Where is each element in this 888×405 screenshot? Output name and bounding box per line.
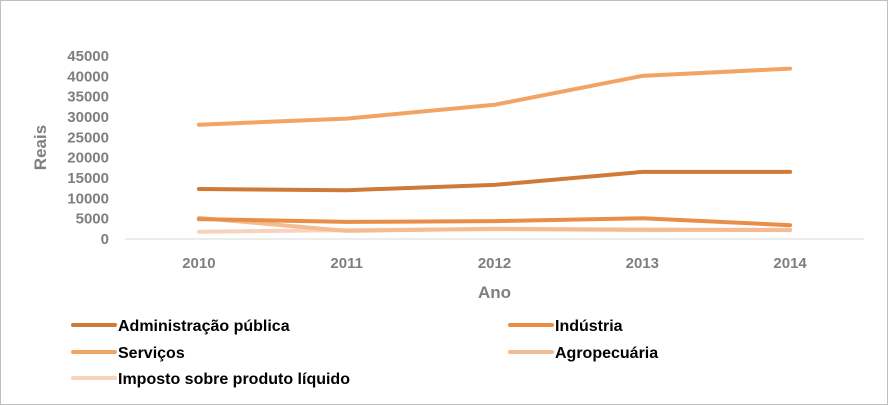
legend: Administração pública Indústria Serviços Ag… (71, 318, 658, 388)
legend-label: Serviços (118, 345, 185, 362)
y-tick-label: 45000 (67, 48, 109, 65)
series-line-1 (196, 216, 793, 228)
series-lines (196, 66, 793, 234)
x-tick-label: 2013 (626, 255, 659, 272)
y-tick-label: 35000 (67, 89, 109, 106)
y-tick-label: 10000 (67, 190, 109, 207)
x-tick-label: 2010 (182, 255, 215, 272)
legend-label: Imposto sobre produto líquido (118, 371, 350, 388)
y-tick-label: 40000 (67, 68, 109, 85)
x-axis-ticks: 2010 2011 2012 2013 2014 (182, 255, 807, 272)
y-tick-label: 0 (101, 231, 109, 248)
y-axis-title: Reais (31, 125, 50, 170)
y-tick-label: 15000 (67, 170, 109, 187)
series-line-0 (196, 169, 793, 193)
x-axis-title: Ano (478, 283, 511, 302)
legend-label: Indústria (555, 318, 623, 335)
x-tick-label: 2014 (773, 255, 807, 272)
x-tick-label: 2012 (478, 255, 511, 272)
y-tick-label: 5000 (76, 211, 109, 228)
y-tick-label: 25000 (67, 129, 109, 146)
y-tick-label: 20000 (67, 150, 109, 167)
legend-label: Administração pública (118, 318, 290, 335)
y-axis-ticks: 0 5000 10000 15000 20000 25000 30000 35000 40000… (67, 48, 109, 248)
legend-label: Agropecuária (555, 345, 658, 362)
series-line-2 (196, 66, 793, 127)
y-tick-label: 30000 (67, 109, 109, 126)
x-tick-label: 2011 (330, 255, 363, 272)
series-line-3 (196, 215, 793, 233)
